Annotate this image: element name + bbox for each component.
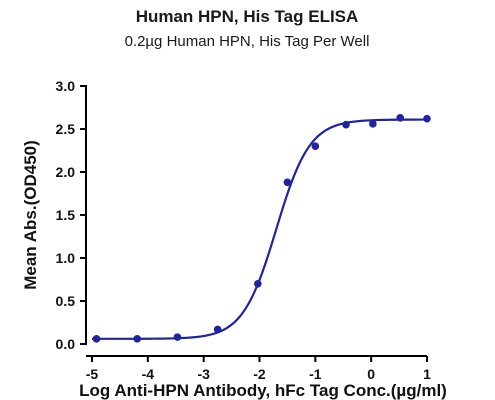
x-tick-label: 1 (423, 366, 431, 382)
data-points (92, 114, 431, 343)
data-point (133, 335, 142, 343)
chart-title: Human HPN, His Tag ELISA (136, 7, 359, 26)
y-axis-label: Mean Abs.(OD450) (21, 140, 40, 290)
x-tick-label: 0 (367, 366, 375, 382)
data-point (369, 120, 377, 128)
data-point (396, 114, 405, 122)
y-tick-label: 0.5 (56, 293, 76, 309)
data-point (311, 142, 320, 150)
y-tick-label: 2.0 (56, 164, 76, 180)
data-point (173, 333, 182, 341)
data-point (283, 178, 292, 187)
y-ticks: 0.0 0.5 1.0 1.5 2.0 2.5 3.0 (56, 78, 86, 352)
data-point (342, 120, 350, 129)
x-tick-label: -4 (142, 366, 155, 382)
y-tick-label: 0.0 (56, 336, 76, 352)
data-point (423, 114, 431, 123)
y-tick-label: 1.0 (56, 250, 76, 266)
x-tick-label: -2 (253, 366, 266, 382)
x-tick-label: -1 (309, 366, 322, 382)
x-tick-label: -3 (197, 366, 210, 382)
x-tick-label: -5 (86, 366, 99, 382)
x-ticks: -5 -4 -3 -2 -1 0 1 (86, 356, 431, 382)
chart-subtitle: 0.2µg Human HPN, His Tag Per Well (125, 33, 370, 50)
y-tick-label: 1.5 (56, 207, 76, 223)
y-tick-label: 3.0 (56, 78, 76, 94)
data-point (254, 280, 262, 288)
fit-curve (92, 118, 427, 340)
data-point (92, 335, 101, 343)
data-point (213, 325, 222, 334)
y-tick-label: 2.5 (56, 121, 76, 137)
x-axis-label: Log Anti-HPN Antibody, hFc Tag Conc.(µg/… (79, 381, 447, 400)
